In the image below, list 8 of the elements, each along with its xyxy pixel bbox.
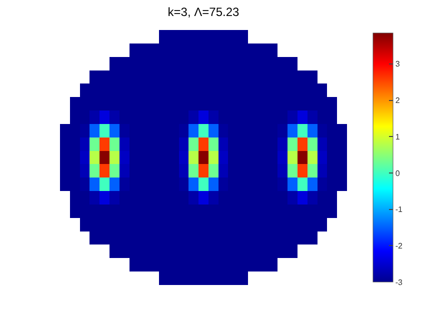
color-bar-label: 0 [395,168,400,178]
color-bar-label: -2 [395,241,404,250]
color-bar-label: -1 [395,205,404,214]
color-bar-label: 2 [395,96,400,106]
chart-title: k=3, Λ=75.23 [168,5,240,20]
color-bar-label: 3 [395,60,400,69]
color-bar-label: 1 [395,132,400,142]
color-bar-label: -3 [395,278,404,287]
